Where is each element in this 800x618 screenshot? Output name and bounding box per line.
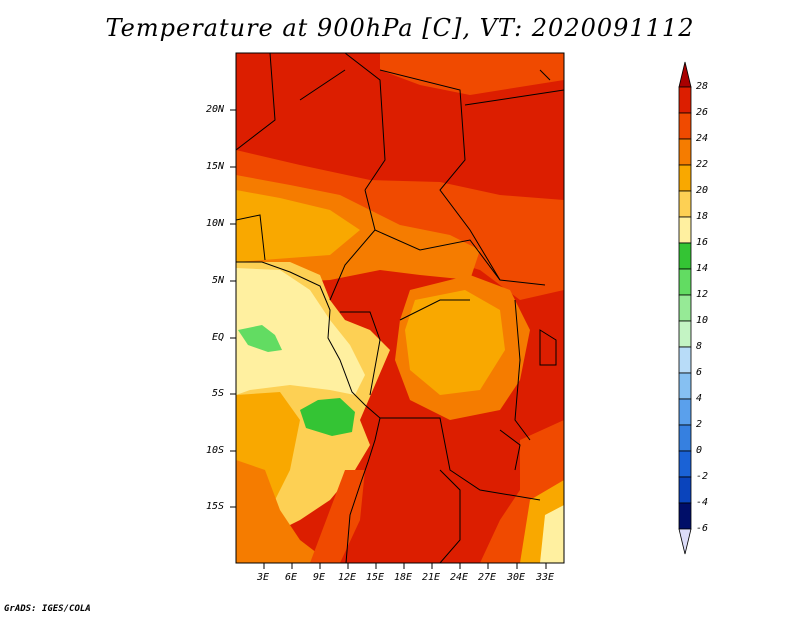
colorbar-label: 24 [696, 133, 709, 144]
lat-label-15n: 15N [206, 161, 225, 172]
lon-label-33e: 33E [536, 572, 555, 583]
lon-label-12e: 12E [338, 572, 357, 583]
colorbar-label: -6 [696, 523, 709, 534]
lon-label-6e: 6E [285, 572, 298, 583]
lon-label-15e: 15E [366, 572, 385, 583]
map-frame [235, 52, 565, 564]
lat-label-20n: 20N [206, 104, 225, 115]
lon-label-21e: 21E [422, 572, 441, 583]
grads-credit: GrADS: IGES/COLA [4, 604, 91, 614]
colorbar-label: 14 [696, 263, 709, 274]
colorbar-label: -2 [696, 471, 709, 482]
colorbar-label: 18 [696, 211, 709, 222]
lon-label-27e: 27E [478, 572, 497, 583]
chart-title: Temperature at 900hPa [C], VT: 202009111… [105, 14, 695, 42]
lon-label-30e: 30E [507, 572, 526, 583]
colorbar-label: 2 [696, 419, 703, 430]
lat-label-10s: 10S [206, 445, 225, 456]
lat-label-15s: 15S [206, 501, 225, 512]
colorbar-label: 20 [696, 185, 709, 196]
temperature-field [236, 53, 564, 563]
lat-label-eq: EQ [212, 332, 225, 343]
colorbar-label: 16 [696, 237, 709, 248]
lat-label-10n: 10N [206, 218, 225, 229]
lon-label-18e: 18E [394, 572, 413, 583]
longitude-ticks [263, 563, 547, 569]
colorbar-label: 26 [696, 107, 709, 118]
colorbar-label: 12 [696, 289, 709, 300]
lon-label-24e: 24E [450, 572, 469, 583]
colorbar-bottom-arrow [678, 528, 692, 555]
colorbar-label: 4 [696, 393, 703, 404]
lat-label-5s: 5S [212, 388, 225, 399]
colorbar [678, 61, 692, 555]
colorbar-label: 28 [696, 81, 709, 92]
colorbar-label: 22 [696, 159, 709, 170]
colorbar-label: 0 [696, 445, 703, 456]
colorbar-label: -4 [696, 497, 709, 508]
colorbar-label: 6 [696, 367, 703, 378]
colorbar-label: 8 [696, 341, 703, 352]
lon-label-3e: 3E [257, 572, 270, 583]
lat-label-5n: 5N [212, 275, 225, 286]
colorbar-top-arrow [678, 61, 692, 88]
colorbar-label: 10 [696, 315, 709, 326]
latitude-ticks [230, 109, 236, 508]
lon-label-9e: 9E [313, 572, 326, 583]
